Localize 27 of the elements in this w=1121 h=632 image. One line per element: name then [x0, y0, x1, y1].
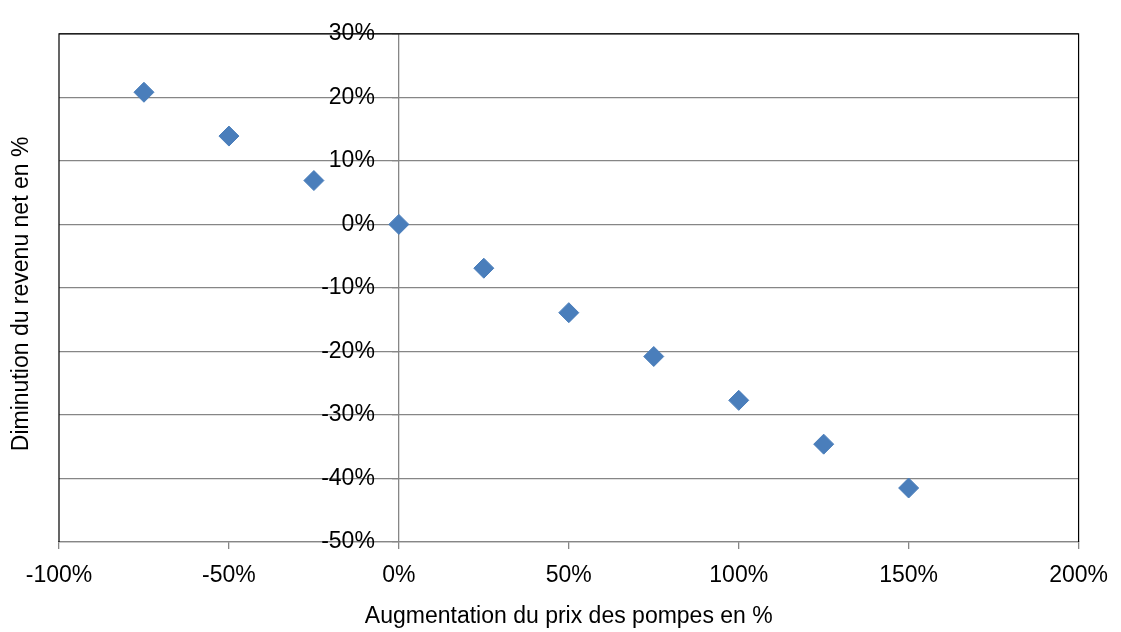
- point: [643, 346, 665, 368]
- point: [558, 302, 580, 324]
- x-axis-title: Augmentation du prix des pompes en %: [364, 601, 773, 628]
- x-tick-label: 50%: [545, 561, 592, 588]
- y-tick-label: -20%: [321, 336, 375, 363]
- x-tick-label: -50%: [202, 561, 256, 588]
- point: [303, 170, 325, 192]
- point: [388, 213, 410, 235]
- y-tick-label: -30%: [321, 400, 375, 427]
- y-tick-label: 0%: [341, 209, 375, 236]
- point: [133, 81, 155, 103]
- point: [898, 477, 920, 499]
- x-tick-label: -100%: [25, 561, 93, 588]
- x-tick-label: 100%: [709, 561, 769, 588]
- point: [473, 257, 495, 279]
- point: [728, 389, 750, 411]
- x-tick-label: 0%: [382, 561, 416, 588]
- x-tick-label: 150%: [879, 561, 939, 588]
- y-tick-label: -40%: [321, 463, 375, 490]
- y-tick-label: 20%: [328, 82, 375, 109]
- y-axis-title: Diminution du revenu net en %: [7, 136, 34, 452]
- y-tick-label: -10%: [321, 273, 375, 300]
- point: [813, 433, 835, 455]
- x-tick-label: 200%: [1049, 561, 1108, 588]
- y-tick-label: 10%: [328, 146, 375, 173]
- y-tick-label: -50%: [321, 527, 375, 554]
- point: [218, 125, 240, 147]
